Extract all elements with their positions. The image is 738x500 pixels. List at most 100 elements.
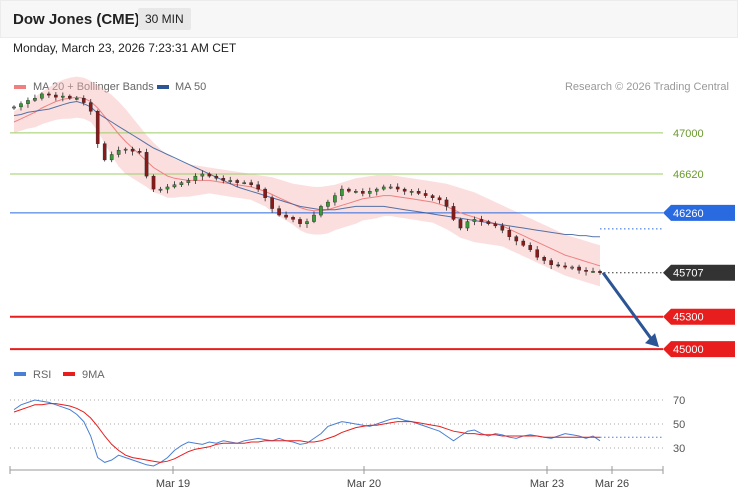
- candle: [437, 195, 442, 204]
- candle: [33, 94, 37, 103]
- time-axis-label: Mar 20: [347, 478, 381, 490]
- candle: [444, 196, 449, 211]
- level-tag-45300: [663, 308, 735, 325]
- candle: [165, 184, 170, 194]
- chart-datetime: Monday, March 23, 2026 7:23:31 AM CET: [13, 41, 237, 55]
- candle: [402, 187, 407, 195]
- candle: [319, 204, 323, 218]
- candle: [381, 184, 386, 191]
- ma20-legend-label: MA 20 + Bollinger Bands: [33, 81, 154, 93]
- candle: [228, 176, 233, 185]
- instrument-title: Dow Jones (CME): [13, 11, 140, 28]
- candle: [542, 255, 546, 265]
- candle: [172, 181, 177, 189]
- candle: [598, 269, 602, 275]
- projection-arrowhead: [645, 333, 659, 348]
- candle: [395, 183, 400, 193]
- credit-text: Research © 2026 Trading Central: [565, 81, 729, 93]
- candle: [193, 173, 198, 185]
- chart-header: Dow Jones (CME) 30 MIN: [0, 0, 738, 38]
- level-label-46260: 46260: [673, 208, 704, 220]
- candle: [214, 173, 219, 181]
- projection-arrow: [601, 271, 655, 343]
- candle: [256, 181, 260, 193]
- candle: [423, 189, 428, 198]
- rsi-legend-swatch: [14, 372, 26, 376]
- candle: [347, 187, 351, 193]
- candle: [242, 180, 247, 185]
- candle: [388, 184, 393, 190]
- candle: [116, 146, 121, 158]
- rsi-tick-70: 70: [673, 395, 685, 407]
- candle: [130, 146, 135, 156]
- rsi-legend-label: RSI: [33, 369, 51, 381]
- candle: [374, 187, 379, 196]
- time-axis: Mar 19 Mar 20 Mar 23 Mar 26: [9, 466, 664, 490]
- candle: [458, 217, 463, 231]
- candle: [305, 218, 309, 228]
- rsi-tick-50: 50: [673, 419, 685, 431]
- candle: [40, 92, 44, 101]
- candle: [354, 188, 358, 194]
- candle: [137, 148, 142, 154]
- candle: [179, 180, 184, 188]
- candle: [19, 101, 23, 111]
- candle: [570, 265, 574, 270]
- candle: [123, 147, 128, 154]
- candle: [521, 238, 526, 247]
- candle: [451, 202, 456, 222]
- candle: [486, 219, 491, 226]
- rsi-layer: 70 50 30: [10, 395, 685, 467]
- candle: [528, 242, 533, 252]
- ma9-legend-swatch: [63, 372, 75, 376]
- candle: [207, 172, 212, 178]
- level-label-45000: 45000: [673, 344, 704, 356]
- candle: [54, 92, 58, 101]
- candle: [514, 235, 519, 246]
- candle: [221, 175, 226, 184]
- candle: [430, 193, 435, 201]
- rsi-tick-30: 30: [673, 443, 685, 455]
- candle: [109, 151, 114, 163]
- rsi-line: [13, 399, 601, 467]
- candle: [584, 267, 588, 276]
- rsi-ma9-line: [13, 403, 600, 463]
- candle: [577, 264, 581, 274]
- level-label-47000: 47000: [673, 128, 704, 140]
- candle: [74, 95, 79, 101]
- candle: [507, 226, 512, 241]
- ma20-legend-swatch: [14, 85, 26, 89]
- candle: [500, 222, 505, 234]
- candle: [102, 141, 107, 162]
- candle: [81, 95, 86, 106]
- level-label-45707: 45707: [673, 268, 704, 280]
- candle: [284, 211, 288, 220]
- candle: [409, 188, 414, 196]
- candle: [479, 215, 484, 226]
- candle: [416, 188, 421, 196]
- candle: [340, 185, 344, 200]
- candle: [95, 109, 100, 148]
- candle: [263, 187, 267, 202]
- candle: [333, 192, 337, 206]
- candle: [361, 188, 365, 197]
- timeframe-button[interactable]: 30 MIN: [138, 8, 191, 30]
- candle: [326, 199, 330, 210]
- candle: [200, 170, 205, 181]
- candle: [472, 216, 477, 226]
- ma50-legend-swatch: [157, 85, 169, 89]
- candle: [298, 217, 302, 228]
- candle: [47, 91, 51, 98]
- level-label-45300: 45300: [673, 312, 704, 324]
- candle: [249, 179, 253, 188]
- candle: [563, 262, 567, 270]
- candle: [61, 92, 65, 102]
- candle: [144, 148, 149, 179]
- candle: [158, 186, 163, 193]
- time-axis-label: Mar 19: [156, 478, 190, 490]
- ma9-legend-label: 9MA: [82, 369, 105, 381]
- candle: [591, 267, 595, 273]
- candle: [493, 221, 498, 229]
- candle: [465, 219, 470, 231]
